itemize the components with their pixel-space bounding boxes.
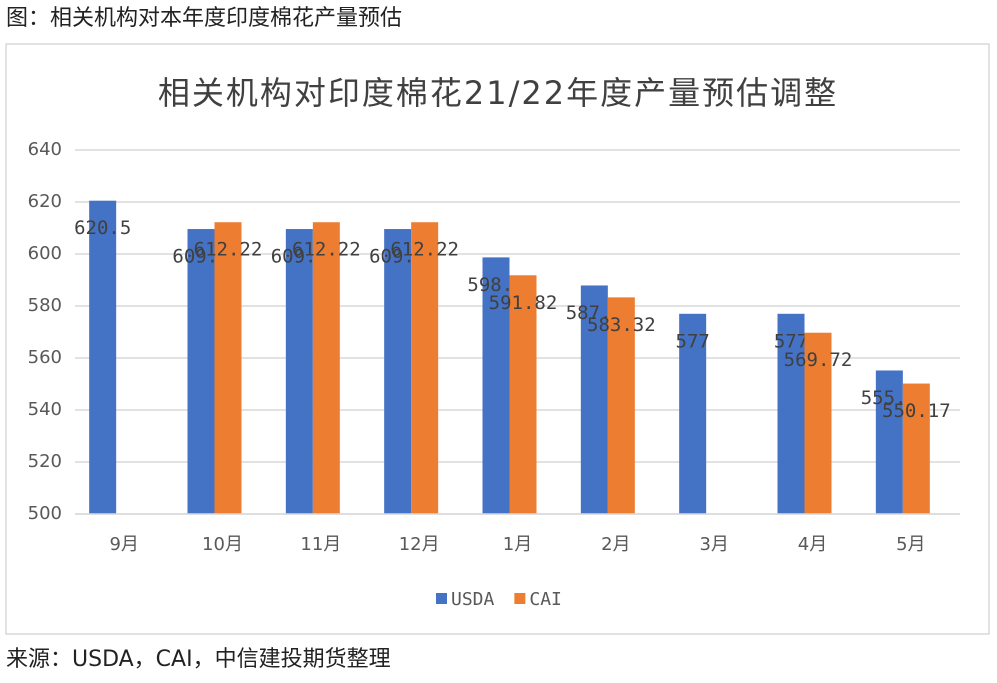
legend-label: CAI	[529, 589, 562, 610]
x-tick-label: 11月	[300, 534, 341, 555]
data-label: 550.17	[882, 400, 951, 422]
bar	[580, 285, 608, 514]
bar	[679, 313, 707, 514]
data-label: 612.22	[292, 239, 361, 261]
data-label: 577	[676, 330, 710, 352]
data-label: 569.72	[784, 349, 853, 371]
bar	[285, 229, 313, 515]
source: 来源：USDA，CAI，中信建投期货整理	[6, 647, 391, 672]
bar	[89, 200, 117, 514]
bar	[411, 222, 439, 514]
bar	[509, 275, 537, 514]
bar	[482, 257, 510, 514]
x-tick-label: 5月	[896, 534, 925, 555]
bar	[804, 332, 832, 514]
y-tick-label: 520	[28, 451, 62, 472]
y-tick-label: 540	[28, 399, 62, 420]
bar	[777, 313, 805, 514]
legend-swatch	[514, 593, 526, 604]
y-tick-label: 560	[28, 347, 62, 368]
legend-swatch	[436, 593, 447, 604]
data-label: 612.22	[194, 239, 263, 261]
caption: 图：相关机构对本年度印度棉花产量预估	[6, 6, 402, 31]
y-tick-label: 580	[28, 295, 62, 316]
y-tick-label: 620	[28, 191, 62, 212]
x-tick-label: 10月	[202, 534, 243, 555]
x-tick-label: 3月	[699, 534, 728, 555]
y-tick-label: 500	[28, 503, 62, 524]
x-tick-label: 2月	[601, 534, 630, 555]
bar	[312, 222, 340, 514]
bar	[607, 297, 635, 514]
x-tick-label: 12月	[399, 534, 440, 555]
chart-title: 相关机构对印度棉花21/22年度产量预估调整	[158, 74, 838, 112]
data-label: 577	[774, 330, 808, 352]
data-label: 591.82	[489, 292, 558, 314]
bar	[902, 383, 930, 514]
x-tick-label: 9月	[109, 534, 138, 555]
y-tick-label: 640	[28, 139, 62, 160]
legend-label: USDA	[451, 589, 495, 610]
bar	[187, 229, 215, 515]
x-tick-label: 4月	[798, 534, 827, 555]
bar	[875, 370, 903, 514]
bar	[384, 229, 412, 515]
data-label: 620.5	[74, 217, 131, 239]
bar	[214, 222, 242, 514]
data-label: 612.22	[390, 239, 459, 261]
y-tick-label: 600	[28, 243, 62, 264]
x-tick-label: 1月	[503, 534, 532, 555]
data-label: 583.32	[587, 314, 656, 336]
